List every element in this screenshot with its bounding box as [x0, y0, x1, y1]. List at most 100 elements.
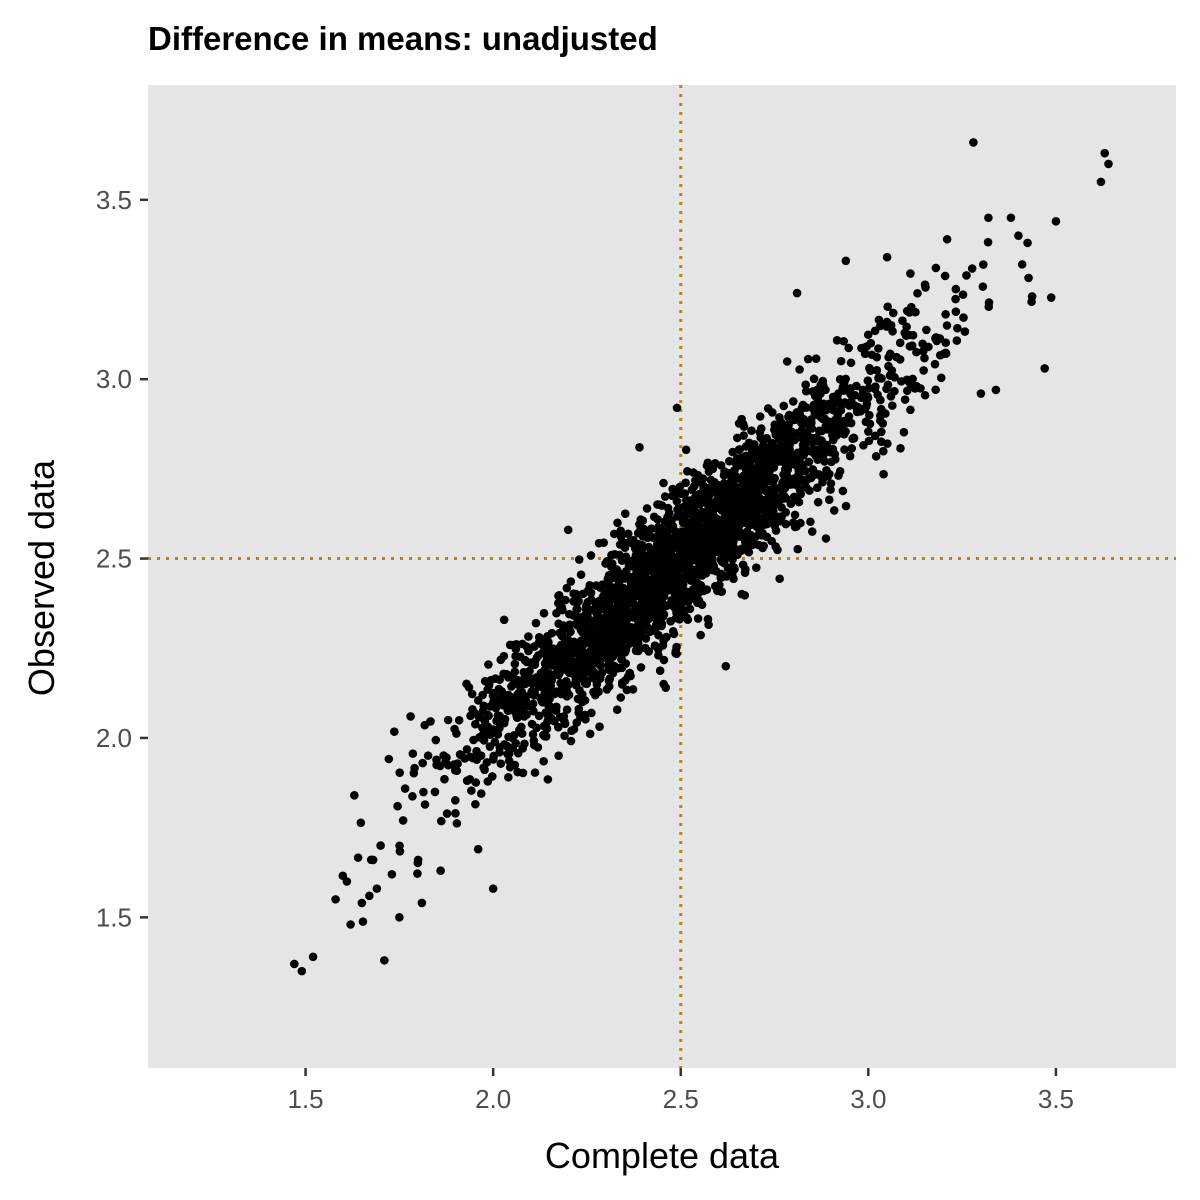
data-point — [659, 554, 668, 563]
data-point — [558, 681, 567, 691]
data-point — [586, 551, 596, 560]
data-point — [754, 525, 764, 534]
data-point — [356, 818, 366, 828]
data-point — [554, 591, 563, 601]
data-point — [912, 347, 921, 357]
data-point — [931, 333, 941, 342]
data-point — [534, 632, 544, 642]
data-point — [598, 614, 607, 623]
data-point — [724, 509, 734, 518]
data-point — [649, 612, 659, 622]
data-point — [450, 724, 459, 734]
data-point — [608, 668, 618, 678]
data-point — [883, 302, 892, 312]
data-point — [630, 623, 639, 633]
data-point — [816, 389, 825, 398]
data-point — [1027, 292, 1037, 301]
data-point — [888, 308, 898, 318]
data-point — [691, 590, 701, 600]
data-point — [557, 631, 567, 641]
data-point — [693, 470, 703, 480]
data-point — [472, 746, 481, 756]
data-point — [808, 465, 818, 474]
data-point — [690, 514, 700, 524]
data-point — [983, 237, 993, 247]
data-point — [716, 493, 726, 502]
data-point — [680, 541, 689, 551]
data-point — [491, 703, 501, 713]
data-point — [621, 552, 631, 562]
data-point — [488, 755, 498, 764]
data-point — [357, 898, 367, 908]
data-point — [846, 358, 856, 368]
data-point — [417, 898, 427, 908]
data-point — [387, 869, 397, 879]
data-point — [703, 500, 713, 510]
data-point — [792, 288, 802, 298]
data-point — [673, 584, 682, 593]
data-point — [518, 743, 528, 753]
data-point — [877, 427, 886, 437]
data-point — [756, 424, 766, 433]
data-point — [745, 475, 755, 485]
data-point — [530, 674, 540, 684]
data-point — [744, 500, 754, 509]
data-point — [547, 675, 557, 685]
data-point — [576, 570, 586, 579]
data-point — [801, 380, 810, 390]
data-point — [628, 572, 638, 582]
data-point — [529, 736, 539, 745]
data-point — [704, 488, 713, 498]
data-point — [711, 546, 721, 556]
data-point — [673, 595, 683, 604]
data-point — [530, 768, 540, 777]
data-point — [655, 666, 665, 676]
data-point — [711, 566, 721, 576]
data-point — [297, 966, 307, 976]
y-tick-label: 1.5 — [96, 902, 132, 932]
data-point — [866, 366, 875, 375]
y-axis-title: Observed data — [21, 459, 62, 696]
data-point — [613, 518, 622, 528]
data-point — [389, 727, 399, 736]
y-axis: 1.5 2.0 2.5 3.0 3.5 — [96, 185, 148, 932]
data-point — [664, 542, 674, 551]
data-point — [951, 294, 960, 304]
data-point — [813, 497, 823, 507]
data-point — [518, 768, 528, 778]
data-point — [821, 534, 831, 543]
data-point — [734, 419, 744, 428]
data-point — [785, 410, 794, 420]
data-point — [895, 338, 905, 348]
data-point — [480, 765, 489, 775]
data-point — [663, 585, 672, 595]
data-point — [530, 660, 540, 670]
data-point — [814, 437, 824, 446]
data-point — [462, 679, 471, 689]
data-point — [599, 647, 609, 657]
data-point — [473, 696, 483, 705]
data-point — [781, 472, 791, 482]
y-tick-label: 3.5 — [96, 185, 132, 215]
data-point — [856, 407, 865, 416]
data-point — [620, 509, 630, 518]
data-point — [471, 719, 480, 729]
data-point — [509, 640, 518, 650]
data-point — [941, 310, 950, 319]
data-point — [967, 264, 977, 273]
data-points — [290, 138, 1113, 976]
data-point — [782, 357, 792, 366]
data-point — [426, 717, 435, 726]
data-point — [888, 401, 897, 410]
data-point — [782, 456, 792, 466]
data-point — [419, 787, 428, 797]
data-point — [517, 679, 527, 689]
data-point — [913, 288, 922, 298]
data-point — [496, 759, 506, 768]
data-point — [819, 399, 829, 409]
data-point — [604, 676, 614, 686]
data-point — [612, 705, 622, 715]
data-point — [395, 913, 404, 922]
data-point — [503, 706, 513, 716]
data-point — [650, 573, 659, 582]
